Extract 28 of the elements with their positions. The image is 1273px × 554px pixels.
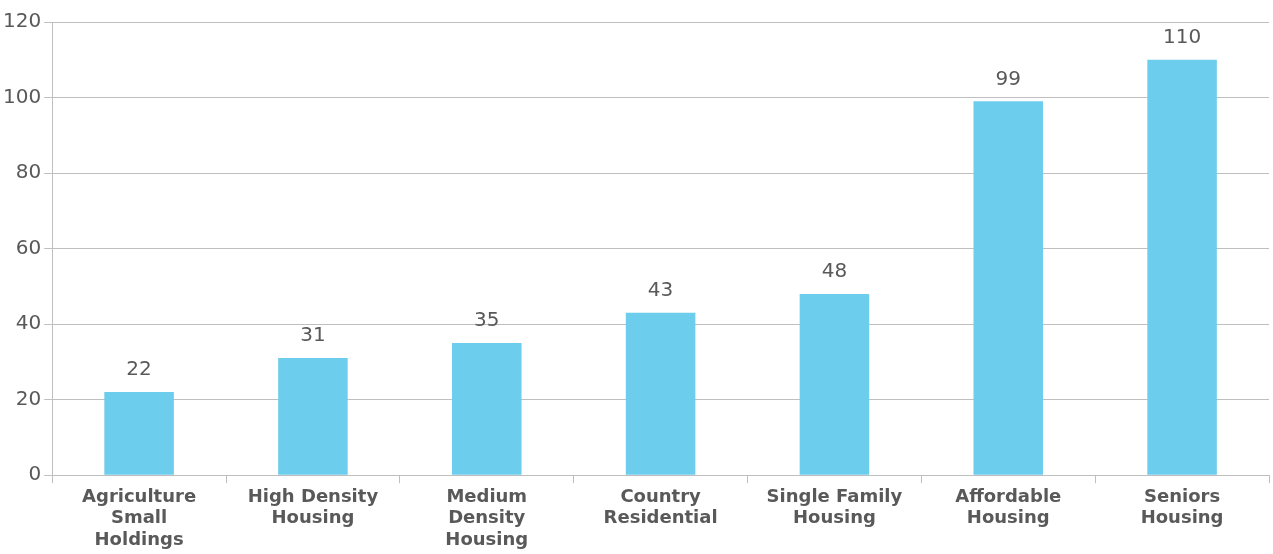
x-tick-label: High Density Housing <box>247 484 379 528</box>
data-label: 110 <box>1162 23 1202 48</box>
bar <box>278 358 348 475</box>
y-tick-label: 60 <box>15 234 42 259</box>
data-label: 31 <box>300 322 326 347</box>
x-tick-label: Seniors Housing <box>1140 484 1224 528</box>
data-label: 99 <box>995 65 1021 90</box>
x-tick-label: Agriculture Small Holdings <box>82 484 197 549</box>
x-tick-label: Country Residential <box>603 484 718 528</box>
data-label: 22 <box>126 356 152 381</box>
y-tick-label: 80 <box>15 159 42 184</box>
y-tick-label: 100 <box>2 83 42 108</box>
bar <box>104 392 174 475</box>
data-label: 35 <box>474 307 500 332</box>
bar <box>625 312 696 475</box>
bar <box>1147 59 1217 475</box>
bar <box>973 101 1044 475</box>
bar <box>799 293 870 475</box>
y-tick-label: 40 <box>15 310 42 335</box>
bar <box>451 343 522 475</box>
x-tick-label: Medium Density Housing <box>445 484 529 549</box>
x-tick-label: Affordable Housing <box>955 484 1062 528</box>
data-label: 43 <box>647 277 674 302</box>
y-tick-label: 0 <box>28 461 42 486</box>
y-tick-label: 20 <box>15 385 42 410</box>
data-label: 48 <box>821 258 848 283</box>
x-tick-label: Single Family Housing <box>766 484 903 528</box>
y-tick-label: 120 <box>2 8 42 33</box>
